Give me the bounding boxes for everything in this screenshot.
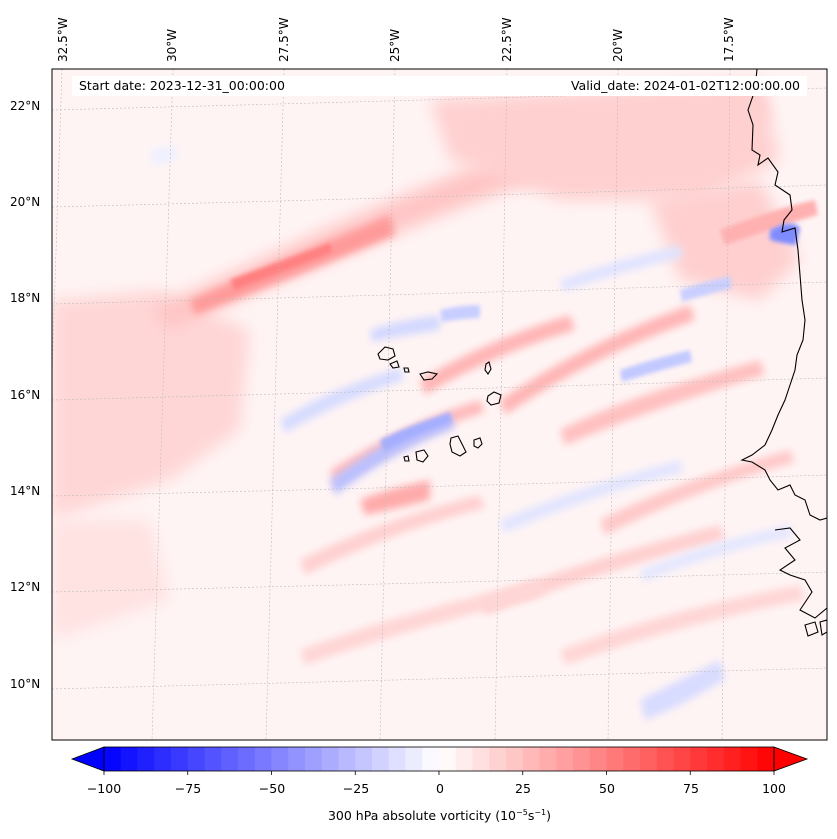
- lon-label-30w: 30°W: [165, 28, 179, 62]
- colorbar-segment: [656, 747, 674, 771]
- colorbar-segment: [522, 747, 540, 771]
- colorbar-segment: [506, 747, 524, 771]
- colorbar-tick-neg100: −100: [86, 781, 122, 796]
- colorbar-segment: [489, 747, 507, 771]
- colorbar-segment: [707, 747, 725, 771]
- colorbar-segment: [606, 747, 624, 771]
- colorbar-segment: [271, 747, 289, 771]
- colorbar-segment: [355, 747, 373, 771]
- colorbar-segment: [405, 747, 423, 771]
- colorbar-segment: [472, 747, 490, 771]
- colorbar-segment: [723, 747, 741, 771]
- colorbar-tick-neg75: −75: [174, 781, 202, 796]
- colorbar-segment: [640, 747, 658, 771]
- colorbar-segment: [120, 747, 138, 771]
- colorbar-segment: [623, 747, 641, 771]
- colorbar-segment: [338, 747, 356, 771]
- map-frame: [51, 68, 828, 741]
- colorbar-segment: [372, 747, 390, 771]
- colorbar-segment: [539, 747, 557, 771]
- valid-date-text: Valid_date: 2024-01-02T12:00:00.00: [570, 78, 800, 93]
- colorbar-tick-0: 0: [436, 781, 444, 796]
- colorbar-segment: [187, 747, 205, 771]
- lon-label-27-5w: 27.5°W: [277, 17, 291, 62]
- colorbar-segment: [238, 747, 256, 771]
- colorbar-tick-neg25: −25: [342, 781, 370, 796]
- colorbar-segment: [321, 747, 339, 771]
- colorbar-extend-min: [70, 746, 105, 772]
- colorbar-segment: [305, 747, 323, 771]
- colorbar-tick-75: 75: [683, 781, 699, 796]
- colorbar-segment: [288, 747, 306, 771]
- coastline: [740, 69, 827, 637]
- colorbar-extend-max: [773, 746, 809, 772]
- date-info-box: Start date: 2023-12-31_00:00:00 Valid_da…: [72, 76, 807, 96]
- colorbar-segment: [171, 747, 189, 771]
- lat-label-14n: 14°N: [10, 484, 41, 498]
- colorbar-tick-25: 25: [515, 781, 531, 796]
- lat-label-16n: 16°N: [10, 388, 41, 402]
- colorbar-segment: [439, 747, 457, 771]
- lon-label-22-5w: 22.5°W: [500, 17, 514, 62]
- colorbar-segment: [104, 747, 122, 771]
- colorbar-tick-100: 100: [762, 781, 786, 796]
- lon-label-25w: 25°W: [388, 28, 402, 62]
- colorbar-segment: [422, 747, 440, 771]
- colorbar-segment: [455, 747, 473, 771]
- colorbar-segment: [757, 747, 775, 771]
- lat-label-12n: 12°N: [10, 580, 41, 594]
- colorbar-tick-50: 50: [599, 781, 615, 796]
- colorbar-segment: [154, 747, 172, 771]
- colorbar: [70, 746, 809, 775]
- vorticity-field: [52, 69, 827, 740]
- colorbar-segment: [254, 747, 272, 771]
- colorbar-segment: [740, 747, 758, 771]
- colorbar-segment: [573, 747, 591, 771]
- lat-label-20n: 20°N: [10, 195, 41, 209]
- colorbar-segment: [589, 747, 607, 771]
- colorbar-segment: [556, 747, 574, 771]
- colorbar-segment: [673, 747, 691, 771]
- colorbar-segment: [204, 747, 222, 771]
- colorbar-segment: [690, 747, 708, 771]
- lat-label-10n: 10°N: [10, 677, 41, 691]
- colorbar-label: 300 hPa absolute vorticity (10−5s−1): [327, 808, 552, 824]
- start-date-text: Start date: 2023-12-31_00:00:00: [79, 78, 285, 93]
- lon-label-17-5w: 17.5°W: [722, 17, 736, 62]
- colorbar-tick-neg50: −50: [258, 781, 286, 796]
- lat-label-18n: 18°N: [10, 291, 41, 305]
- lon-label-20w: 20°W: [611, 28, 625, 62]
- lat-label-22n: 22°N: [10, 99, 41, 113]
- cabo-verde-islands: [377, 346, 502, 463]
- colorbar-segment: [137, 747, 155, 771]
- lon-label-32-5w: 32.5°W: [56, 17, 70, 62]
- colorbar-segment: [221, 747, 239, 771]
- colorbar-segment: [388, 747, 406, 771]
